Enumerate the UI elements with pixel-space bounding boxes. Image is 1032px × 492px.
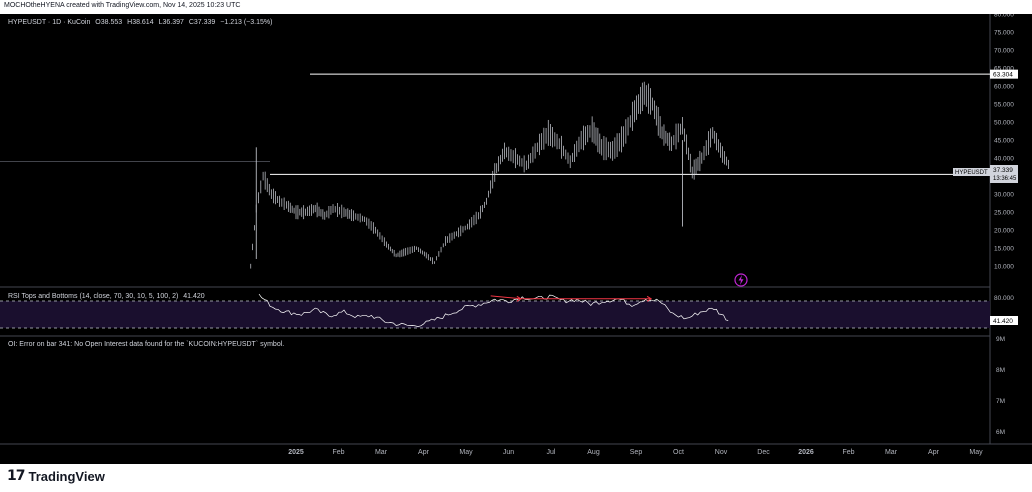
time-tick-label: Aug [587, 449, 600, 456]
price-tick-label: 25.000 [994, 210, 1014, 217]
time-tick-label: Oct [673, 449, 684, 456]
price-tick-label: 45.000 [994, 138, 1014, 145]
last-price-symbol-tag [953, 168, 990, 176]
price-tick-label: 15.000 [994, 246, 1014, 253]
price-tick-label: 65.000 [994, 66, 1014, 73]
oi-legend: OI: Error on bar 341: No Open Interest d… [8, 341, 284, 348]
price-tick-label: 75.000 [994, 30, 1014, 37]
hline-price-label: 63.304 [993, 72, 1013, 79]
last-price-symbol: HYPEUSDT [955, 170, 988, 176]
price-tick-label: 30.000 [994, 192, 1014, 199]
time-tick-label: Apr [418, 449, 430, 456]
time-tick-label: Jul [547, 449, 556, 456]
tradingview-logo-icon: 17 [7, 468, 26, 484]
chart-area[interactable]: HYPEUSDT · 1D · KuCoin O38.553 H38.614 L… [0, 12, 1032, 464]
candles [250, 81, 729, 269]
price-tick-label: 10.000 [994, 264, 1014, 271]
time-tick-label: May [459, 449, 473, 456]
time-tick-label: Apr [928, 449, 940, 456]
legend-open-key: O [95, 19, 101, 26]
time-tick-label: Sep [630, 449, 643, 456]
price-tick-label: 70.000 [994, 48, 1014, 55]
legend-symbol: HYPEUSDT · 1D · KuCoin [8, 19, 90, 26]
oi-axis[interactable]: 9M 8M 7M 6M [996, 336, 1005, 436]
divergence-lines [490, 295, 653, 302]
flash-icon[interactable] [734, 273, 748, 287]
price-tick-label: 50.000 [994, 120, 1014, 127]
time-tick-label: Jun [503, 449, 514, 456]
rsi-line [258, 293, 729, 327]
rsi-series [258, 293, 729, 327]
time-tick-label: Feb [332, 449, 344, 456]
time-tick-label: 2025 [288, 449, 304, 456]
time-tick-label: 2026 [798, 449, 814, 456]
price-axis[interactable]: 80.000 75.000 70.000 65.000 60.000 55.000 50.0… [994, 12, 1014, 271]
price-tick-label: 20.000 [994, 228, 1014, 235]
rsi-legend: RSI Tops and Bottoms (14, close, 70, 30,… [8, 293, 205, 300]
hline-price-tag [990, 69, 1018, 79]
legend-low-key: L [159, 19, 163, 26]
time-axis[interactable]: 2025 Feb Mar Apr May Jun Jul Aug Sep Oct Nov Dec 202… [288, 449, 983, 456]
time-tick-label: May [969, 449, 983, 456]
oi-tick-label: 6M [996, 429, 1005, 436]
last-price-countdown: 13:36:45 [993, 176, 1017, 182]
legend-high-key: H [127, 19, 132, 26]
rsi-axis[interactable]: 80.000 41.420 [990, 295, 1018, 325]
price-tick-label: 80.000 [994, 14, 1014, 19]
legend-close-key: C [189, 19, 194, 26]
time-tick-label: Mar [885, 449, 898, 456]
rsi-legend-title: RSI Tops and Bottoms (14, close, 70, 30,… [8, 293, 178, 300]
time-tick-label: Dec [757, 449, 770, 456]
main-legend: HYPEUSDT · 1D · KuCoin O38.553 H38.614 L… [8, 19, 272, 26]
rsi-value-label: 41.420 [993, 318, 1013, 325]
legend-open-value: 38.553 [101, 19, 123, 26]
horizontal-lines: 63.30435.473 [0, 69, 1018, 179]
price-tick-label: 55.000 [994, 102, 1014, 109]
tradingview-wordmark: TradingView [28, 468, 105, 484]
divergence-arrowhead [646, 295, 653, 302]
tradingview-logo[interactable]: 17 TradingView [7, 468, 105, 484]
time-tick-label: Feb [842, 449, 854, 456]
divergence-line [490, 295, 521, 300]
chart-svg[interactable]: HYPEUSDT · 1D · KuCoin O38.553 H38.614 L… [0, 12, 1032, 464]
legend-low-value: 36.397 [162, 19, 184, 26]
legend-change: −1.213 (−3.15%) [220, 19, 272, 26]
rsi-legend-value: 41.420 [183, 293, 205, 300]
last-price-box [990, 165, 1018, 183]
time-tick-label: Nov [715, 449, 728, 456]
legend-close-value: 37.339 [194, 19, 216, 26]
oi-tick-label: 9M [996, 336, 1005, 343]
credit-line: MOCHOtheHYENA created with TradingView.c… [4, 2, 241, 9]
rsi-band-fill [0, 301, 990, 328]
footer-bar: 17 TradingView [0, 464, 1032, 492]
legend-high-value: 38.614 [132, 19, 154, 26]
oi-tick-label: 7M [996, 398, 1005, 405]
last-price-label: 37.339 [993, 167, 1013, 174]
time-tick-label: Mar [375, 449, 388, 456]
price-tick-label: 40.000 [994, 156, 1014, 163]
rsi-value-tag [990, 316, 1018, 325]
price-tick-label: 60.000 [994, 84, 1014, 91]
oi-tick-label: 8M [996, 367, 1005, 374]
rsi-tick-label: 80.000 [994, 295, 1014, 302]
